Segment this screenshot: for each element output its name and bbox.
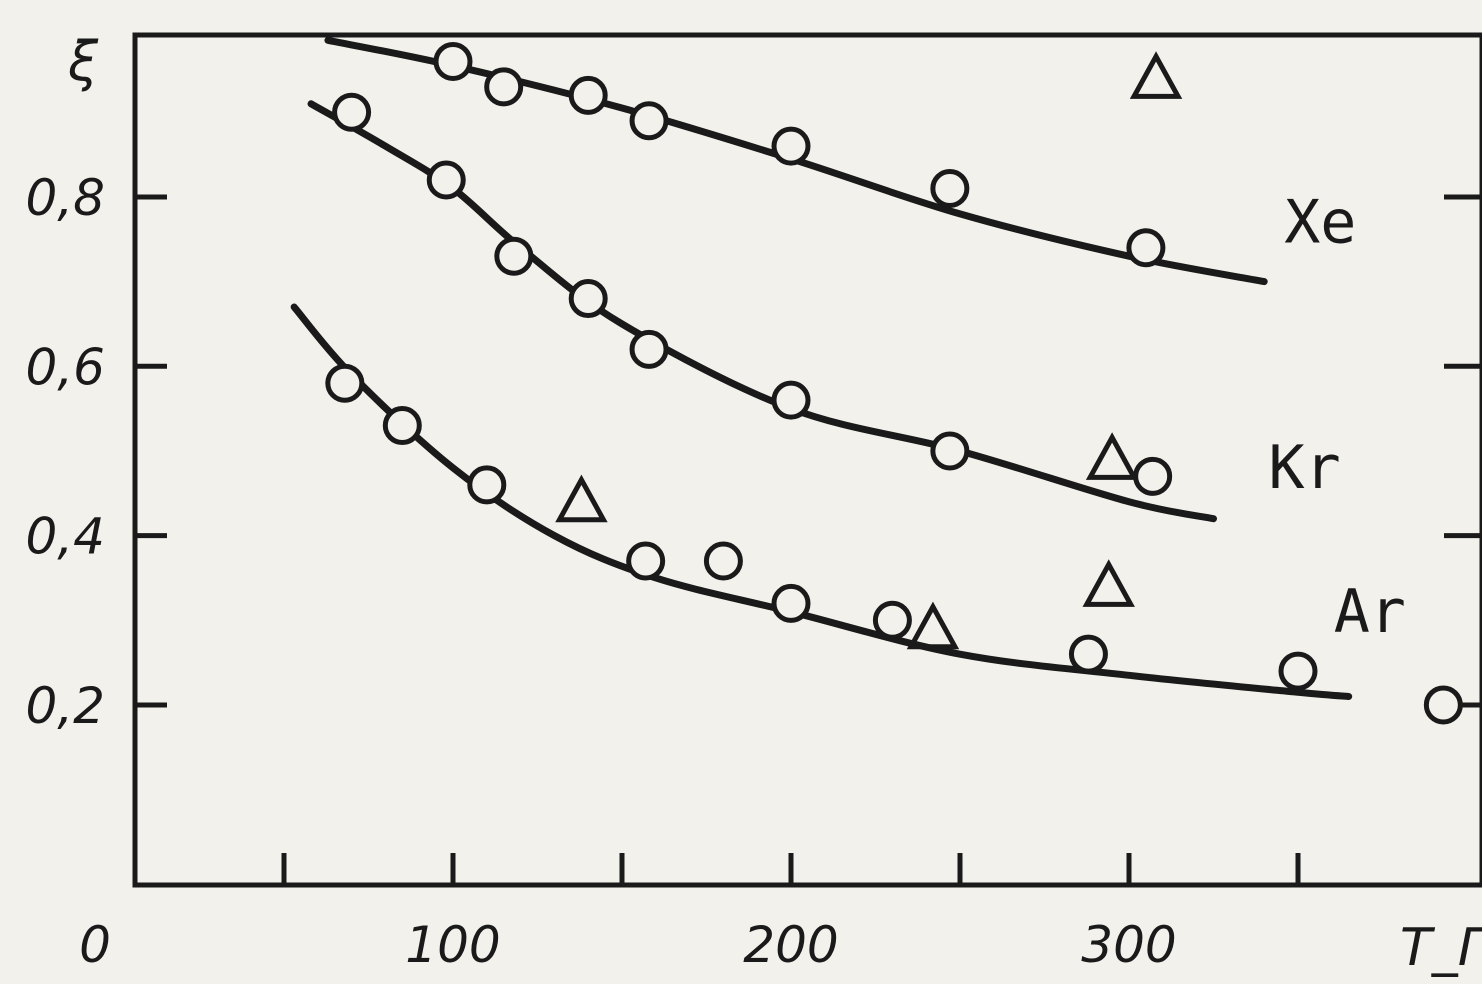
x-tick-label: 200 (743, 916, 838, 974)
point-circle-xe (629, 101, 669, 141)
x-tick-label: 300 (1081, 916, 1176, 974)
series-line-ar (290, 303, 1353, 700)
y-axis-label: ξ (67, 30, 99, 93)
point-circle-ar (467, 465, 507, 505)
point-circle-xe (484, 67, 524, 107)
point-circle-ar (382, 406, 422, 446)
point-circle-kr (629, 329, 669, 369)
point-circle-ar (771, 583, 811, 623)
point-circle-ar (872, 600, 912, 640)
axis-ticks (135, 194, 1482, 885)
point-triangle-ar (906, 601, 960, 650)
point-circle-kr (426, 160, 466, 200)
point-circle-xe (568, 75, 608, 115)
point-circle-ar (626, 541, 666, 581)
axis-tick-labels: 0 100 200 300 0,2 0,4 0,6 0,8 (25, 169, 1176, 974)
point-circle-xe (1126, 228, 1166, 268)
point-circle-kr (332, 92, 372, 132)
x-tick-label: 100 (405, 916, 500, 974)
point-circle-ar (1278, 651, 1318, 691)
point-circle-kr (568, 279, 608, 319)
point-circle-xe (771, 126, 811, 166)
series-label-ar: Ar (1334, 577, 1406, 647)
point-triangle-ar (555, 474, 608, 523)
series-label-xe: Xe (1284, 187, 1356, 257)
point-circle-xe (433, 41, 473, 81)
point-triangle-xe (1129, 51, 1183, 99)
series-curves (290, 36, 1353, 700)
point-triangle-ar (1082, 559, 1135, 607)
point-circle-ar (1068, 634, 1108, 674)
y-tick-label: 0,2 (25, 677, 105, 735)
series-line-kr (307, 100, 1217, 523)
point-circle-kr (1133, 456, 1173, 496)
point-triangle-kr (1085, 432, 1139, 480)
point-circle-ar (1423, 685, 1463, 725)
point-circle-kr (930, 431, 970, 471)
y-tick-label: 0,4 (25, 508, 105, 566)
point-circle-ar (325, 363, 365, 403)
series-label-kr: Kr (1269, 433, 1341, 503)
y-tick-label: 0,6 (25, 338, 105, 396)
point-circle-xe (930, 168, 970, 208)
series-labels: Xe Kr Ar (1269, 187, 1406, 646)
point-circle-kr (771, 380, 811, 420)
plot-frame (132, 32, 1482, 888)
x-axis-label: T_Г (1400, 918, 1482, 978)
x-tick-label: 0 (79, 916, 111, 974)
point-circle-kr (494, 236, 534, 276)
y-tick-label: 0,8 (25, 169, 105, 227)
data-markers (325, 41, 1463, 725)
point-circle-ar (703, 541, 743, 581)
